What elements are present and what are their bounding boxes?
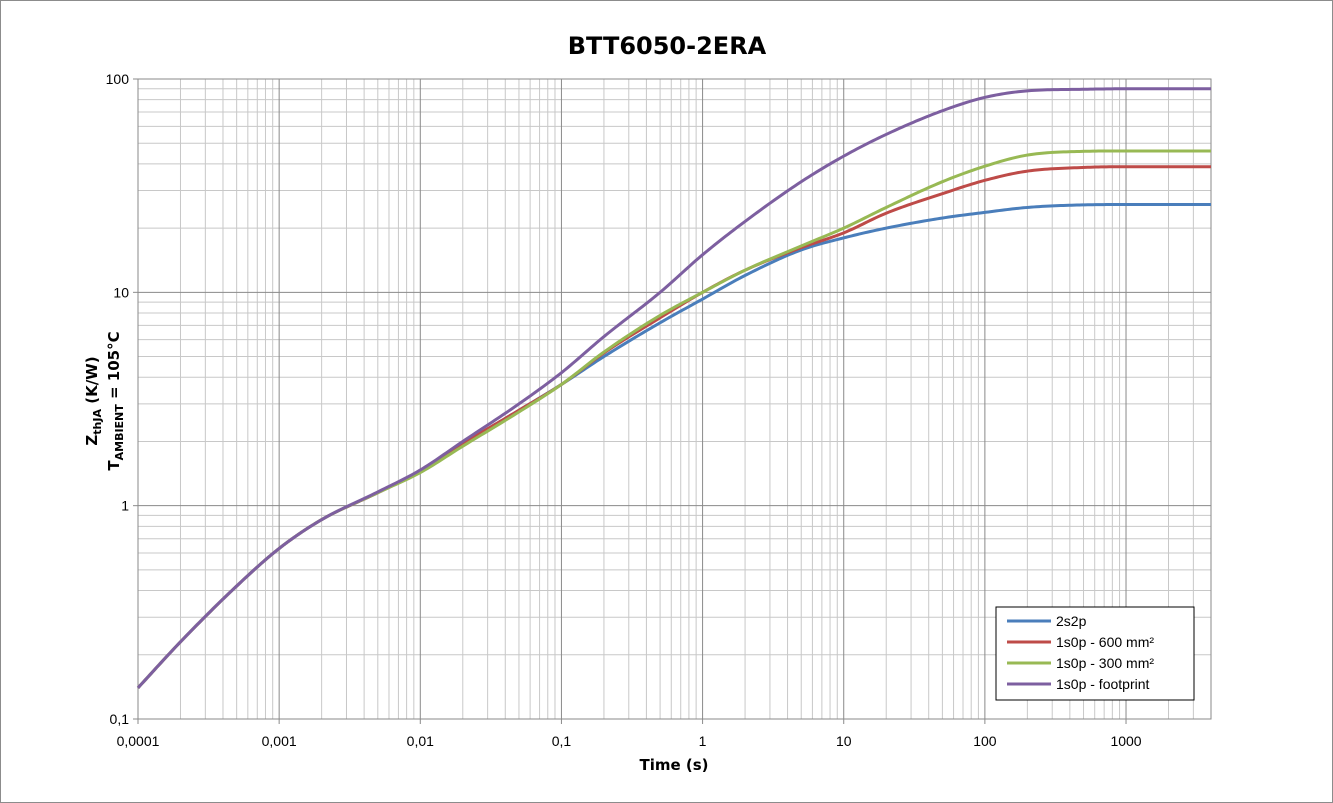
y-tick-label: 100 — [106, 71, 130, 87]
y-label1-sub: thJA — [91, 409, 104, 435]
y-tick-label: 0,1 — [110, 711, 130, 727]
legend-label-1: 1s0p - 600 mm² — [1056, 634, 1154, 650]
y-tick-labels: 0,1 1 10 100 — [106, 71, 130, 727]
x-tick-labels: 0,0001 0,001 0,01 0,1 1 10 100 1000 — [117, 733, 1142, 749]
y-label2-base: T — [105, 460, 123, 471]
legend-label-3: 1s0p - footprint — [1056, 676, 1149, 692]
y-label1-base: Z — [83, 435, 101, 446]
series-line-3 — [136, 87, 1211, 689]
legend-entries: 2s2p 1s0p - 600 mm² 1s0p - 300 mm² 1s0p - f… — [1007, 613, 1154, 692]
y-axis-label-line1: ZthJA (K/W) — [83, 356, 104, 445]
x-tick-label: 0,01 — [407, 733, 434, 749]
y-label2-rest: = 105°C — [105, 331, 123, 404]
legend-label-2: 1s0p - 300 mm² — [1056, 655, 1154, 671]
legend: 2s2p 1s0p - 600 mm² 1s0p - 300 mm² 1s0p - f… — [995, 606, 1195, 701]
x-tick-label: 0,1 — [552, 733, 572, 749]
series-lines — [136, 87, 1211, 689]
x-tick-label: 100 — [973, 733, 997, 749]
plot-area-border — [137, 78, 1212, 720]
y-label1-rest: (K/W) — [83, 356, 101, 409]
legend-label-0: 2s2p — [1056, 613, 1087, 629]
y-label2-sub: AMBIENT — [113, 404, 126, 461]
x-tick-label: 0,001 — [262, 733, 297, 749]
y-tick-label: 10 — [113, 284, 129, 300]
y-axis-label: ZthJA (K/W) TAMBIENT = 105°C — [83, 331, 126, 470]
x-axis-label: Time (s) — [639, 756, 708, 774]
x-tick-label: 1000 — [1110, 733, 1141, 749]
grid-major — [133, 78, 1212, 724]
x-tick-label: 1 — [699, 733, 707, 749]
x-tick-label: 0,0001 — [117, 733, 160, 749]
x-tick-label: 10 — [836, 733, 852, 749]
chart-title: BTT6050-2ERA — [568, 32, 767, 60]
y-axis-label-line2: TAMBIENT = 105°C — [105, 331, 126, 470]
y-tick-label: 1 — [121, 498, 129, 514]
grid-minor — [138, 79, 1212, 719]
